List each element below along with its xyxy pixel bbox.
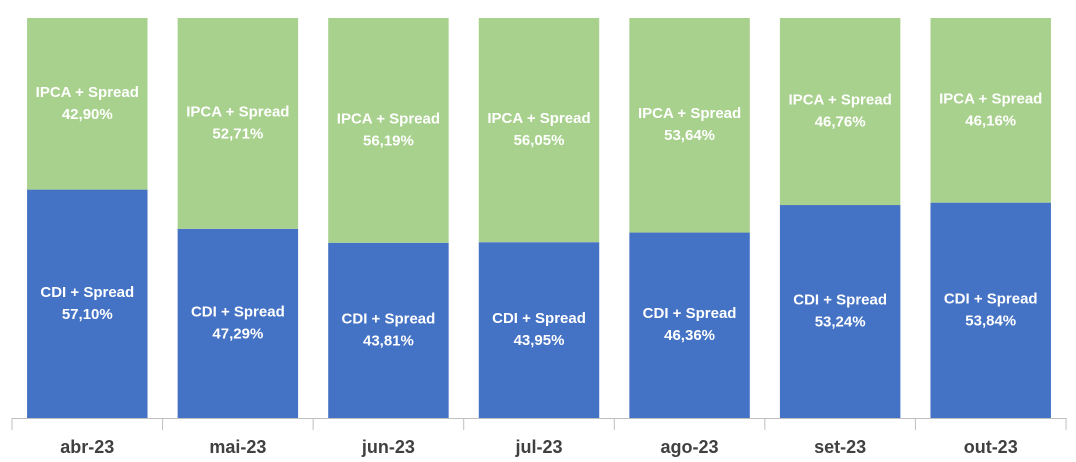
data-label-series: IPCA + Spread [186,103,289,120]
bar-segment [629,18,750,233]
data-label-series: CDI + Spread [944,290,1038,307]
data-label-series: CDI + Spread [793,291,887,308]
bar-segment [478,18,600,243]
data-label-series: CDI + Spread [191,303,285,320]
data-label-value: 56,05% [514,132,565,149]
data-label-value: 46,36% [664,327,715,344]
bar-segment [930,202,1051,418]
bar-segment [930,18,1051,203]
bar-segment [27,18,148,190]
data-label-value: 53,64% [664,127,715,144]
data-label-value: 43,81% [363,332,414,349]
data-label-series: CDI + Spread [342,310,436,327]
data-label-series: IPCA + Spread [789,91,892,108]
bar-segment [328,18,449,243]
data-label-value: 53,24% [815,313,866,330]
data-label-value: 46,16% [965,112,1016,129]
bar-segment [779,205,901,418]
x-tick-label: abr-23 [60,437,114,457]
data-label-value: 56,19% [363,132,414,149]
bar-segment [177,18,299,229]
data-label-series: IPCA + Spread [337,110,440,127]
data-label-series: CDI + Spread [492,310,586,327]
data-label-value: 46,76% [815,113,866,130]
x-tick-label: jul-23 [514,437,562,457]
x-tick-label: ago-23 [661,437,719,457]
data-label-value: 53,84% [965,312,1016,329]
data-label-series: IPCA + Spread [939,90,1042,107]
data-label-value: 47,29% [212,325,263,342]
data-label-series: IPCA + Spread [638,105,741,122]
x-tick-label: set-23 [814,437,866,457]
bar-segment [629,232,750,418]
data-label-value: 57,10% [62,306,113,323]
bar-segment [177,228,299,418]
bar-segment [27,189,148,418]
data-label-series: IPCA + Spread [36,84,139,101]
data-label-value: 52,71% [212,125,263,142]
x-tick-label: out-23 [964,437,1018,457]
x-tick-label: jun-23 [361,437,415,457]
data-label-series: CDI + Spread [40,284,134,301]
data-label-value: 42,90% [62,106,113,123]
data-label-series: IPCA + Spread [487,110,590,127]
bar-segment [478,242,600,418]
bar-segment [779,18,901,206]
bar-segment [328,242,449,418]
data-label-value: 43,95% [514,332,565,349]
data-label-series: CDI + Spread [643,305,737,322]
x-tick-label: mai-23 [209,437,266,457]
